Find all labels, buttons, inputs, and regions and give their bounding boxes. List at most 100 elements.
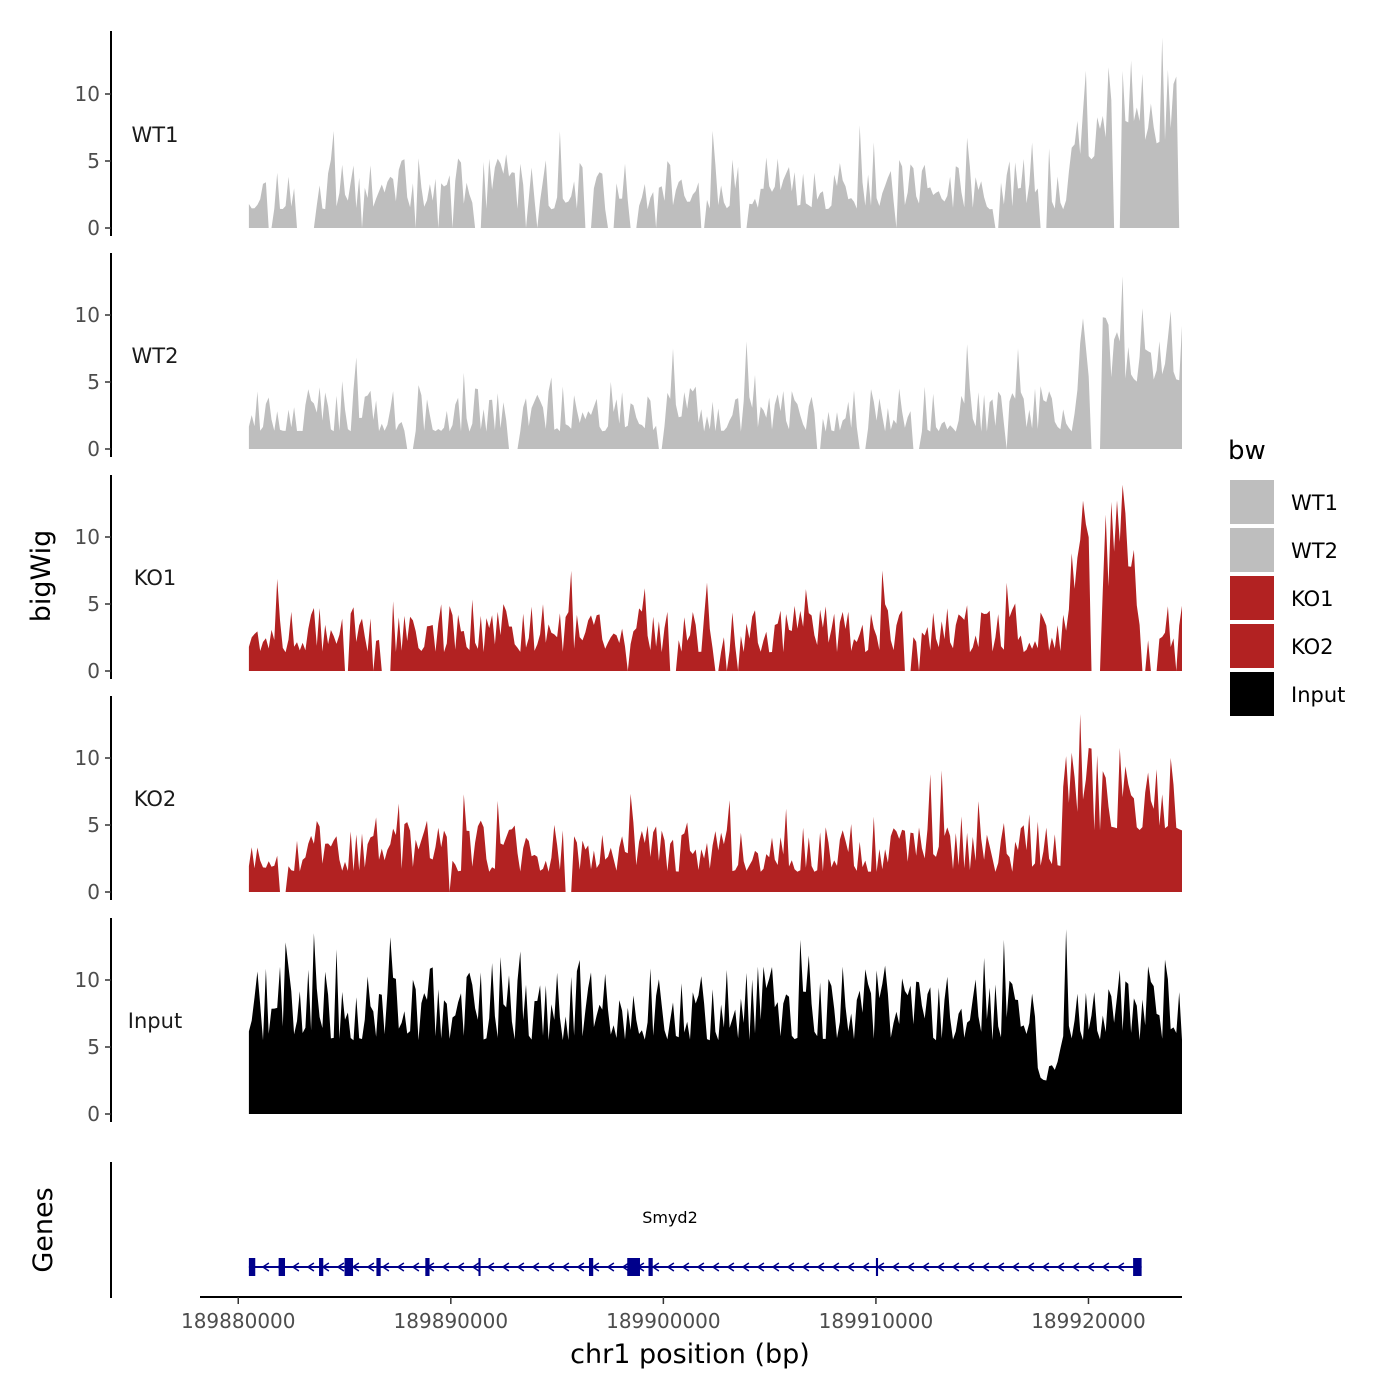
strand-arrow-icon	[561, 1262, 570, 1272]
strand-arrow-icon	[456, 1262, 465, 1272]
coverage-area-wt2	[248, 276, 1182, 449]
strand-arrow-icon	[441, 1262, 450, 1272]
y-tick-label: 5	[87, 370, 100, 394]
legend: bw WT1 WT2 KO1 KO2 Input	[1228, 436, 1345, 716]
strand-arrow-icon	[681, 1262, 690, 1272]
strand-arrow-icon	[516, 1262, 525, 1272]
gene-name-label: Smyd2	[642, 1208, 698, 1227]
strand-arrow-icon	[381, 1262, 390, 1272]
strand-arrow-icon	[366, 1262, 375, 1272]
gene-exon	[344, 1258, 354, 1276]
strand-arrow-icon	[576, 1262, 585, 1272]
strand-arrow-icon	[501, 1262, 510, 1272]
strand-arrow-icon	[816, 1262, 825, 1272]
y-tick-label: 5	[87, 149, 100, 173]
strand-arrow-icon	[486, 1262, 495, 1272]
track-label-ko1: KO1	[134, 566, 177, 590]
gene-exon	[376, 1258, 381, 1276]
strand-arrow-icon	[666, 1262, 675, 1272]
x-tick-label: 189890000	[394, 1309, 509, 1333]
strand-arrow-icon	[531, 1262, 540, 1272]
strand-arrow-icon	[1071, 1262, 1080, 1272]
strand-arrow-icon	[291, 1262, 300, 1272]
track-axes: 0 5 10 WT1 0 5 10 WT2 0 5 10 KO1 0 5 10 KO2 0 5 10 Input	[75, 31, 182, 1126]
strand-arrow-icon	[606, 1262, 615, 1272]
y-tick-label: 0	[87, 659, 100, 683]
y-tick-label: 0	[87, 1102, 100, 1126]
strand-arrow-icon	[1116, 1262, 1125, 1272]
strand-arrow-icon	[1101, 1262, 1110, 1272]
strand-arrow-icon	[471, 1262, 480, 1272]
legend-label-input: Input	[1291, 683, 1345, 707]
gene-exon	[1133, 1258, 1142, 1276]
strand-arrow-icon	[951, 1262, 960, 1272]
gene-exon	[319, 1258, 324, 1276]
y-tick-label: 10	[75, 525, 100, 549]
y-tick-label: 5	[87, 1035, 100, 1059]
gene-exon	[627, 1258, 640, 1276]
strand-arrow-icon	[981, 1262, 990, 1272]
x-tick-label: 189900000	[606, 1309, 721, 1333]
y-tick-label: 0	[87, 216, 100, 240]
y-tick-label: 10	[75, 303, 100, 327]
coverage-area-ko1	[248, 484, 1182, 671]
y-tick-label: 10	[75, 82, 100, 106]
y-tick-label: 0	[87, 437, 100, 461]
coverage-area-wt1	[248, 37, 1182, 229]
strand-arrow-icon	[891, 1262, 900, 1272]
strand-arrow-icon	[861, 1262, 870, 1272]
legend-label-ko1: KO1	[1291, 587, 1334, 611]
track-label-ko2: KO2	[134, 787, 177, 811]
x-tick-label: 189880000	[181, 1309, 296, 1333]
legend-key-ko2	[1230, 624, 1274, 668]
x-tick-label: 189920000	[1031, 1309, 1146, 1333]
strand-arrow-icon	[411, 1262, 420, 1272]
strand-arrow-icon	[756, 1262, 765, 1272]
y-tick-label: 10	[75, 968, 100, 992]
strand-arrow-icon	[306, 1262, 315, 1272]
strand-arrow-icon	[936, 1262, 945, 1272]
strand-arrow-icon	[696, 1262, 705, 1272]
strand-arrow-icon	[1086, 1262, 1095, 1272]
strand-arrow-icon	[261, 1262, 270, 1272]
genes-panel-label: Genes	[28, 1187, 59, 1272]
strand-arrow-icon	[396, 1262, 405, 1272]
legend-key-input	[1230, 672, 1274, 716]
strand-arrow-icon	[1041, 1262, 1050, 1272]
gene-exon	[278, 1258, 286, 1276]
gene-exon	[875, 1258, 879, 1276]
strand-arrow-icon	[786, 1262, 795, 1272]
coverage-tracks	[248, 37, 1182, 1114]
legend-key-ko1	[1230, 576, 1274, 620]
x-axis: chr1 position (bp) 189880000 189890000 189…	[181, 1296, 1182, 1370]
gene-exon	[425, 1258, 430, 1276]
y-tick-label: 5	[87, 592, 100, 616]
legend-label-wt2: WT2	[1291, 539, 1338, 563]
track-label-wt1: WT1	[132, 123, 179, 147]
strand-arrow-icon	[921, 1262, 930, 1272]
legend-key-wt1	[1230, 480, 1274, 524]
strand-arrow-icon	[966, 1262, 975, 1272]
track-label-input: Input	[128, 1009, 182, 1033]
y-tick-label: 0	[87, 880, 100, 904]
y-axis-title: bigWig	[26, 530, 57, 623]
strand-arrow-icon	[771, 1262, 780, 1272]
strand-arrow-icon	[801, 1262, 810, 1272]
strand-arrow-icon	[846, 1262, 855, 1272]
gene-annotation-panel: Genes Smyd2	[28, 1162, 1142, 1298]
strand-arrow-icon	[336, 1262, 345, 1272]
x-axis-title: chr1 position (bp)	[570, 1339, 810, 1370]
legend-key-wt2	[1230, 528, 1274, 572]
strand-arrow-icon	[1011, 1262, 1020, 1272]
strand-arrow-icon	[726, 1262, 735, 1272]
strand-arrow-icon	[651, 1262, 660, 1272]
legend-label-wt1: WT1	[1291, 491, 1338, 515]
x-tick-label: 189910000	[819, 1309, 934, 1333]
legend-label-ko2: KO2	[1291, 635, 1334, 659]
strand-arrow-icon	[741, 1262, 750, 1272]
y-tick-label: 5	[87, 813, 100, 837]
gene-exon	[648, 1258, 653, 1276]
strand-arrow-icon	[546, 1262, 555, 1272]
strand-arrow-icon	[1056, 1262, 1065, 1272]
